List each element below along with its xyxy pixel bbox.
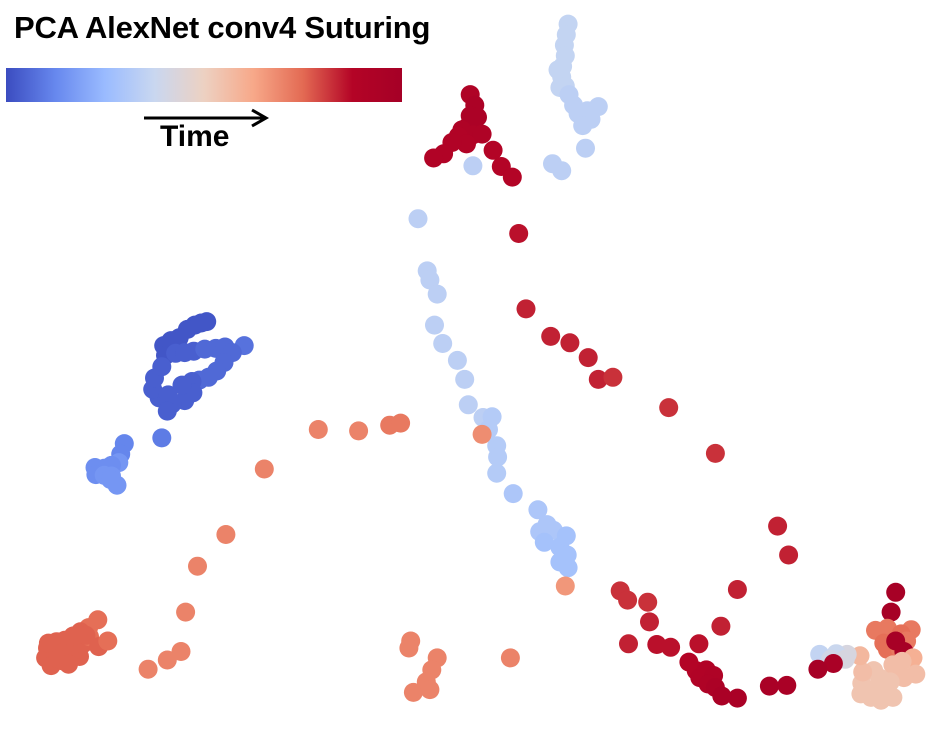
scatter-point xyxy=(661,637,681,657)
scatter-point xyxy=(861,687,881,707)
scatter-point xyxy=(541,326,561,346)
chart-title: PCA AlexNet conv4 Suturing xyxy=(14,10,431,45)
scatter-point xyxy=(420,680,440,700)
scatter-point xyxy=(576,138,595,158)
scatter-point xyxy=(152,428,172,448)
scatter-point xyxy=(188,556,207,576)
scatter-point xyxy=(557,545,577,565)
scatter-point xyxy=(555,576,575,596)
scatter-point xyxy=(447,350,467,370)
scatter-point xyxy=(158,385,178,405)
scatter-point xyxy=(881,602,901,622)
scatter-point xyxy=(886,582,906,602)
scatter-point xyxy=(455,369,475,389)
scatter-point xyxy=(98,631,118,651)
scatter-point xyxy=(172,375,192,395)
scatter-point xyxy=(463,156,483,176)
scatter-point xyxy=(457,134,476,154)
scatter-point xyxy=(711,616,731,636)
scatter-point xyxy=(534,532,554,552)
scatter-point xyxy=(408,209,428,229)
scatter-point xyxy=(759,676,779,696)
scatter-point xyxy=(883,655,903,675)
scatter-point xyxy=(560,333,580,353)
scatter-point xyxy=(502,167,522,187)
scatter-point xyxy=(548,60,568,80)
scatter-point xyxy=(503,484,523,504)
scatter-point xyxy=(659,398,679,418)
scatter-point xyxy=(427,284,447,304)
scatter-point xyxy=(573,116,593,136)
scatter-point xyxy=(528,500,548,520)
scatter-point xyxy=(472,424,492,444)
scatter-point xyxy=(638,592,658,612)
scatter-point xyxy=(308,420,328,439)
scatter-point xyxy=(823,654,843,673)
scatter-point xyxy=(488,447,508,467)
scatter-point xyxy=(705,443,725,463)
scatter-point xyxy=(403,682,423,702)
scatter-point xyxy=(509,224,529,243)
scatter-point xyxy=(727,688,747,708)
scatter-point xyxy=(420,270,440,290)
scatter-point xyxy=(853,662,873,682)
scatter-point xyxy=(556,526,576,546)
scatter-point xyxy=(578,348,598,368)
colorbar-label: Time xyxy=(160,120,230,153)
scatter-point xyxy=(603,367,623,387)
scatter-point xyxy=(216,525,236,544)
scatter-point xyxy=(171,642,191,661)
scatter-point xyxy=(38,633,58,653)
scatter-point xyxy=(516,299,536,319)
scatter-point xyxy=(640,612,659,632)
scatter-point xyxy=(68,625,88,645)
scatter-point xyxy=(618,590,638,610)
scatter-point xyxy=(727,580,747,599)
scatter-point xyxy=(588,369,608,389)
scatter-point xyxy=(425,315,444,335)
scatter-point xyxy=(399,638,419,658)
time-arrow-icon xyxy=(144,108,270,128)
scatter-point xyxy=(391,413,411,433)
scatter-point xyxy=(349,421,369,441)
scatter-point xyxy=(552,161,572,181)
scatter-point xyxy=(768,516,788,536)
scatter-point xyxy=(254,459,274,479)
scatter-point xyxy=(458,395,478,415)
colorbar-gradient xyxy=(6,68,402,102)
scatter-point xyxy=(808,659,828,679)
time-colorbar xyxy=(6,68,402,102)
scatter-point xyxy=(424,148,444,168)
scatter-point xyxy=(487,463,507,483)
scatter-point xyxy=(689,634,709,654)
scatter-point xyxy=(59,654,78,674)
scatter-point xyxy=(472,124,492,144)
scatter-point xyxy=(779,545,799,565)
scatter-point xyxy=(157,650,177,670)
scatter-point xyxy=(712,686,732,706)
scatter-point xyxy=(619,634,638,654)
scatter-point xyxy=(483,140,503,160)
scatter-point xyxy=(138,659,158,679)
scatter-point xyxy=(101,470,121,489)
scatter-point xyxy=(152,357,172,377)
scatter-point xyxy=(433,334,453,353)
scatter-point xyxy=(777,675,797,695)
scatter-point xyxy=(500,648,520,668)
scatter-point xyxy=(157,401,177,421)
scatter-point xyxy=(176,602,196,622)
